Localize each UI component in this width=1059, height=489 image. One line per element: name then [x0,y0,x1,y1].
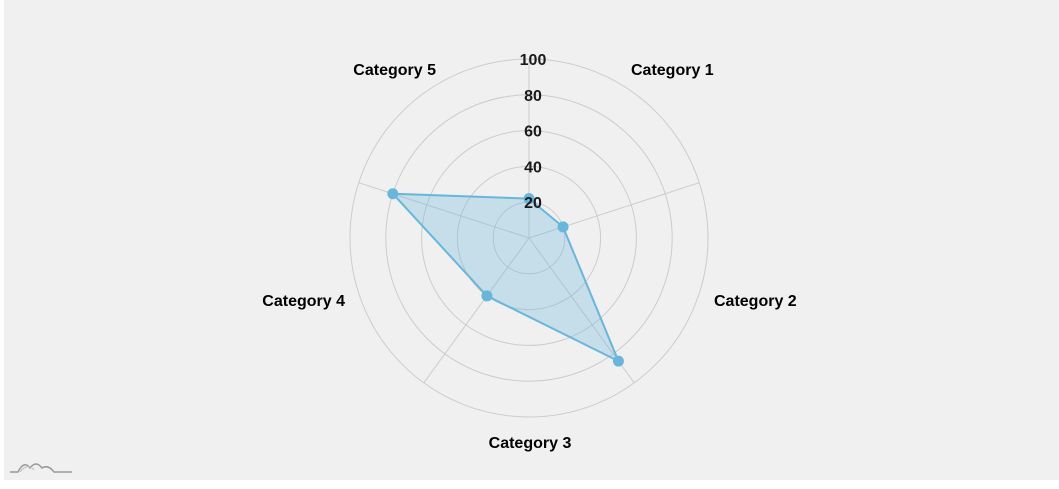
tick-label-80: 80 [524,88,542,105]
category-label-4: Category 4 [262,293,345,310]
tick-label-60: 60 [524,124,542,141]
series-layer [387,188,624,367]
data-point-4[interactable] [481,290,493,302]
data-point-1[interactable] [523,193,535,205]
category-labels: Category 1 Category 2 Category 3 Categor… [262,62,797,452]
tick-label-100: 100 [520,52,547,69]
grid-axis-line [528,182,700,239]
category-label-5: Category 5 [353,62,436,79]
series-area [390,192,621,364]
data-point-2[interactable] [557,221,569,233]
grid-axis-line [358,182,530,239]
data-point-5[interactable] [387,188,399,200]
category-label-1: Category 1 [631,62,714,79]
tick-label-20: 20 [524,195,542,212]
radar-chart: 20 40 60 80 100 Category 1 Category 2 Ca… [4,0,1059,480]
grid-axis-line [423,237,530,384]
grid [349,58,709,418]
radial-tick-labels: 20 40 60 80 100 [520,52,547,212]
amcharts-logo-icon [10,463,72,473]
data-point-3[interactable] [612,355,624,367]
tick-label-40: 40 [524,159,542,176]
radar-svg: 20 40 60 80 100 Category 1 Category 2 Ca… [10,52,797,473]
category-label-3: Category 3 [489,435,572,452]
category-label-2: Category 2 [714,293,797,310]
